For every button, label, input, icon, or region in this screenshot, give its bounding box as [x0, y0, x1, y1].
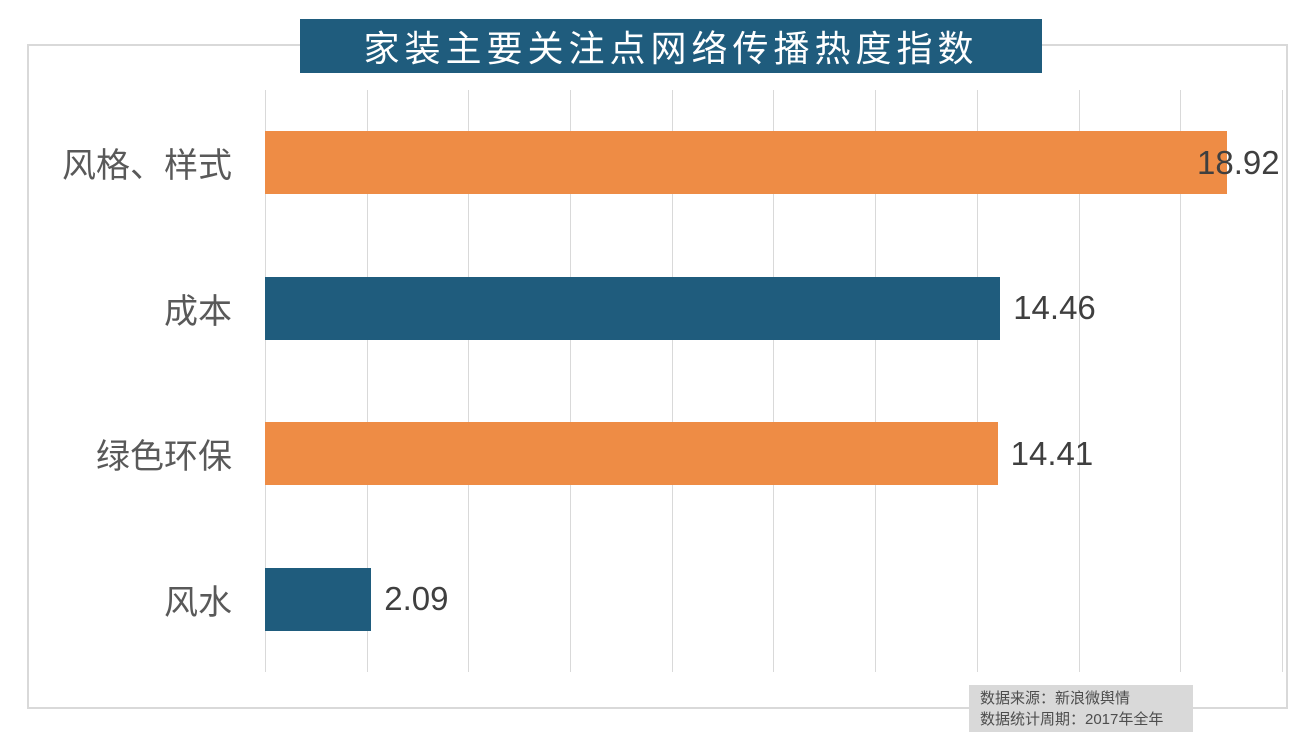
bar — [265, 422, 998, 485]
gridline — [1180, 90, 1182, 672]
bar-row: 14.41 — [265, 381, 1288, 527]
value-label: 2.09 — [384, 580, 449, 618]
gridline — [976, 90, 978, 672]
gridline — [265, 90, 266, 672]
bar-row: 14.46 — [265, 236, 1288, 382]
bar — [265, 131, 1227, 194]
category-axis: 风格、样式成本绿色环保风水 — [0, 90, 232, 672]
plot-area: 18.92 14.46 14.41 2.09 — [265, 90, 1288, 672]
category-label: 风水 — [164, 583, 232, 622]
category-label: 成本 — [164, 292, 232, 331]
bar-row: 18.92 — [265, 90, 1288, 236]
gridline — [1078, 90, 1080, 672]
bar-row: 2.09 — [265, 527, 1288, 673]
gridline — [671, 90, 673, 672]
bar — [265, 276, 1001, 340]
source-line-1: 数据来源：新浪微舆情 — [980, 690, 1131, 707]
gridline — [468, 90, 470, 672]
gridline — [875, 90, 877, 672]
category-label: 风格、样式 — [62, 147, 232, 186]
gridline — [773, 90, 775, 672]
value-label: 18.92 — [1197, 143, 1280, 181]
gridline — [366, 90, 368, 672]
source-note: 数据来源：新浪微舆情 数据统计周期：2017年全年 — [969, 685, 1193, 732]
gridline — [570, 90, 572, 672]
category-label: 绿色环保 — [96, 438, 232, 477]
chart-title: 家装主要关注点网络传播热度指数 — [363, 28, 979, 69]
bar — [265, 567, 372, 631]
source-line-2: 数据统计周期：2017年全年 — [980, 711, 1164, 728]
chart-title-banner: 家装主要关注点网络传播热度指数 — [300, 19, 1042, 73]
gridline — [1281, 90, 1283, 672]
value-label: 14.46 — [1013, 289, 1096, 327]
value-label: 14.41 — [1010, 434, 1094, 472]
